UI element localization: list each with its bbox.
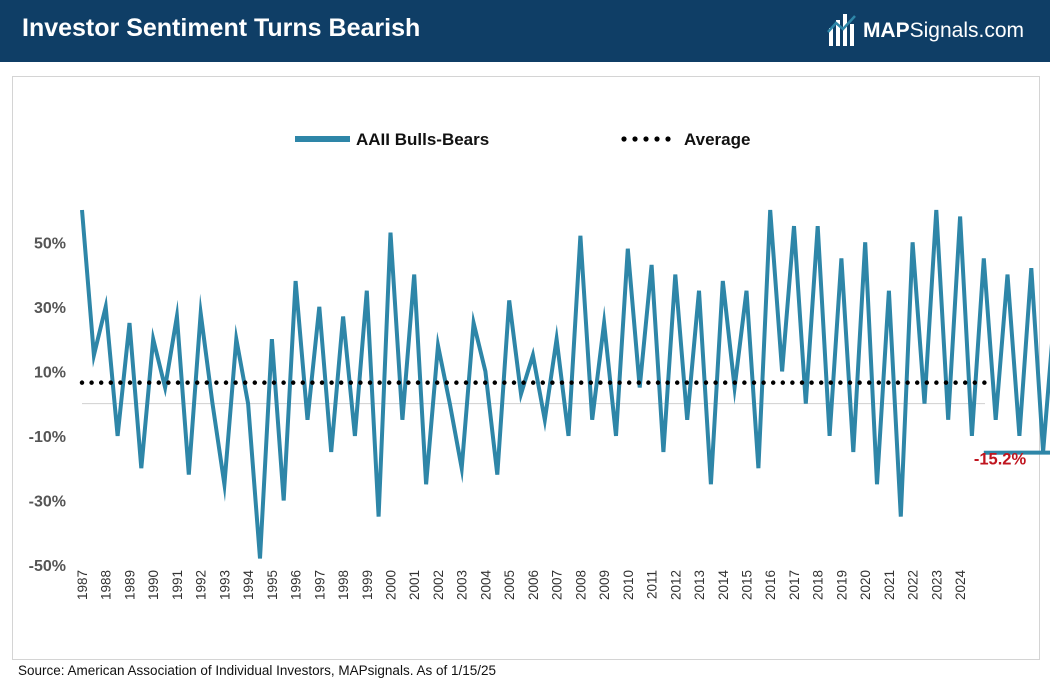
x-tick-label: 2007 xyxy=(550,570,565,600)
header-bar: Investor Sentiment Turns Bearish MAPSign… xyxy=(0,0,1050,62)
x-tick-label: 1998 xyxy=(336,570,351,600)
x-tick-label: 2006 xyxy=(526,570,541,600)
x-tick-label: 2002 xyxy=(431,570,446,600)
x-tick-label: 2009 xyxy=(597,570,612,600)
x-tick-label: 2012 xyxy=(668,570,683,600)
x-tick-label: 2008 xyxy=(573,570,588,600)
x-tick-label: 2024 xyxy=(953,570,968,601)
logo-text-bold: MAP xyxy=(862,19,910,42)
latest-value-label: -15.2% xyxy=(974,451,1027,469)
x-tick-label: 1997 xyxy=(312,570,327,600)
y-tick-label: 10% xyxy=(34,364,66,381)
logo-text-rest: Signals.com xyxy=(909,19,1024,42)
y-tick-label: -30% xyxy=(29,493,66,510)
legend-label-average: Average xyxy=(684,130,750,149)
y-tick-label: -10% xyxy=(29,429,66,446)
x-tick-label: 1988 xyxy=(99,570,114,600)
x-tick-label: 2001 xyxy=(407,570,422,600)
legend-label-aaii: AAII Bulls-Bears xyxy=(356,130,489,149)
x-tick-label: 1991 xyxy=(170,570,185,600)
mapsignals-logo[interactable]: MAPSignals.com xyxy=(827,12,1024,50)
x-tick-label: 2011 xyxy=(645,570,660,599)
sentiment-chart: 50% 30% 10% -10% -30% -50% 1987 1988 1989 1990 199… xyxy=(29,130,1050,601)
y-tick-label: 30% xyxy=(34,300,66,317)
x-tick-label: 2010 xyxy=(621,570,636,600)
x-tick-label: 2015 xyxy=(739,570,754,600)
y-tick-label: 50% xyxy=(34,235,66,252)
legend-dot-average xyxy=(643,136,649,142)
legend-dot-average xyxy=(665,136,671,142)
logo-text: MAPSignals.com xyxy=(863,19,1024,43)
x-tick-label: 1995 xyxy=(265,570,280,600)
x-tick-label: 1996 xyxy=(289,570,304,600)
x-tick-label: 1987 xyxy=(75,570,90,600)
x-tick-label: 2005 xyxy=(502,570,517,600)
series-line-aaii xyxy=(80,209,1050,559)
x-tick-label: 2020 xyxy=(858,570,873,600)
legend-dot-average xyxy=(621,136,627,142)
x-tick-label: 2018 xyxy=(811,570,826,600)
x-tick-label: 1993 xyxy=(217,570,232,600)
x-tick-label: 1992 xyxy=(194,570,209,600)
x-tick-label: 2017 xyxy=(787,570,802,600)
x-tick-label: 1990 xyxy=(146,570,161,600)
x-tick-label: 2000 xyxy=(384,570,399,600)
x-tick-label: 2013 xyxy=(692,570,707,600)
y-tick-label: -50% xyxy=(29,558,66,575)
plot-frame xyxy=(12,76,1040,660)
x-tick-label: 2016 xyxy=(763,570,778,600)
x-tick-label: 2003 xyxy=(455,570,470,600)
page-title: Investor Sentiment Turns Bearish xyxy=(22,14,421,42)
logo-bars-icon xyxy=(827,14,856,46)
chart-panel: 50% 30% 10% -10% -30% -50% 1987 1988 1989 1990 199… xyxy=(0,62,1050,700)
source-note: Source: American Association of Individu… xyxy=(18,663,497,678)
x-tick-label: 1999 xyxy=(360,570,375,600)
x-tick-label: 2014 xyxy=(716,570,731,601)
legend-dot-average xyxy=(632,136,638,142)
x-tick-label: 2019 xyxy=(834,570,849,600)
x-tick-label: 2023 xyxy=(929,570,944,600)
x-tick-label: 2022 xyxy=(906,570,921,600)
x-tick-label: 1994 xyxy=(241,570,256,601)
x-tick-label: 2021 xyxy=(882,570,897,600)
legend-dot-average xyxy=(654,136,660,142)
x-tick-label: 2004 xyxy=(478,570,493,601)
x-tick-label: 1989 xyxy=(122,570,137,600)
